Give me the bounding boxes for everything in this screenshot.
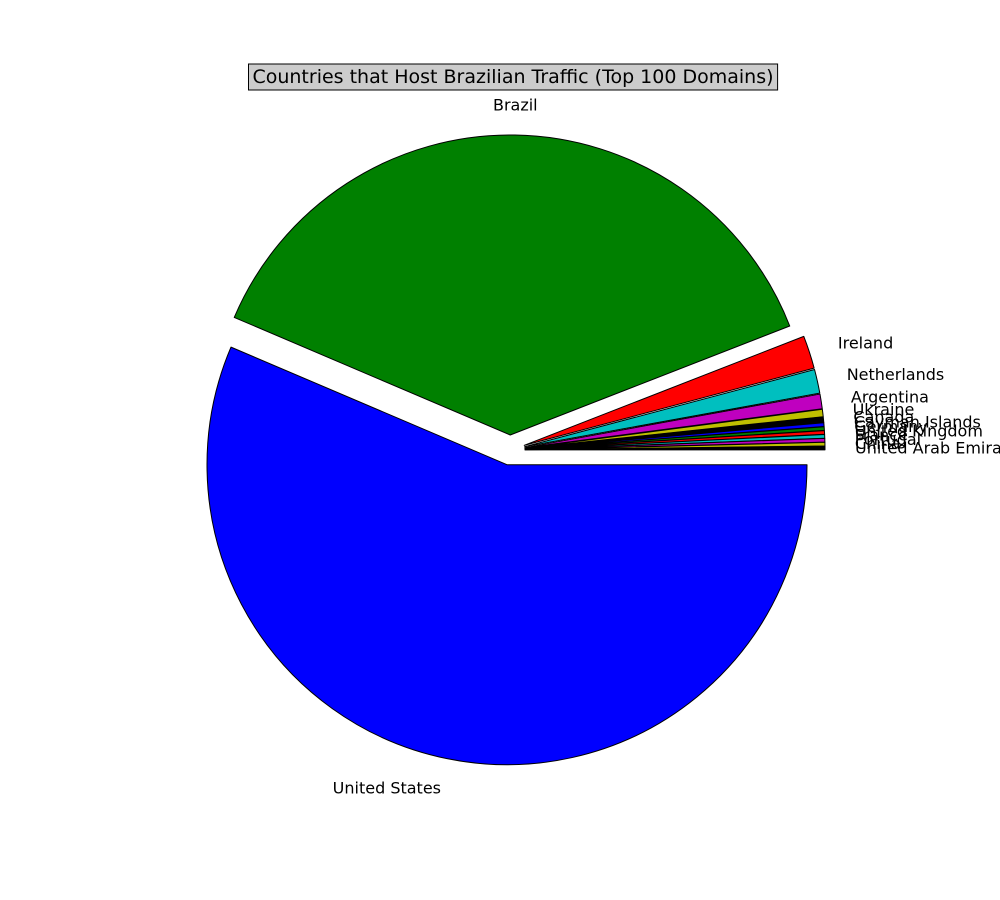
- pie-label-cayman-islands: Cayman Islands: [854, 413, 981, 432]
- pie-label-germany: Germany: [854, 417, 928, 436]
- pie-label-china: China: [855, 434, 901, 453]
- pie-label-france: France: [855, 426, 908, 445]
- pie-slice-ireland: [523, 335, 815, 446]
- pie-slice-brazil: [233, 134, 791, 436]
- pie-slice-united-arab-emirates: [524, 445, 826, 451]
- pie-label-portugal: Portugal: [855, 430, 921, 449]
- pie-label-united-states: United States: [333, 779, 441, 798]
- chart-title-box: [248, 63, 779, 91]
- pie-label-ukraine: Ukraine: [853, 400, 915, 419]
- pie-label-netherlands: Netherlands: [847, 365, 945, 384]
- pie-slice-argentina: [524, 393, 823, 449]
- chart-title-group: Countries that Host Brazilian Traffic (T…: [248, 63, 779, 91]
- pie-label-united-kingdom: United Kingdom: [855, 421, 983, 440]
- pie-label-argentina: Argentina: [851, 387, 929, 406]
- pie-label-canada: Canada: [853, 407, 914, 426]
- pie-label-brazil: Brazil: [493, 96, 538, 115]
- pie-slices: [206, 134, 826, 766]
- pie-label-united-arab-emirates: United Arab Emirates: [855, 438, 1000, 457]
- pie-slice-united-states: [206, 346, 808, 766]
- chart-title: Countries that Host Brazilian Traffic (T…: [252, 66, 773, 88]
- pie-slice-netherlands: [524, 369, 821, 448]
- pie-label-ireland: Ireland: [838, 333, 893, 352]
- pie-labels: United States Brazil Ireland Netherlands Arg…: [333, 96, 1000, 798]
